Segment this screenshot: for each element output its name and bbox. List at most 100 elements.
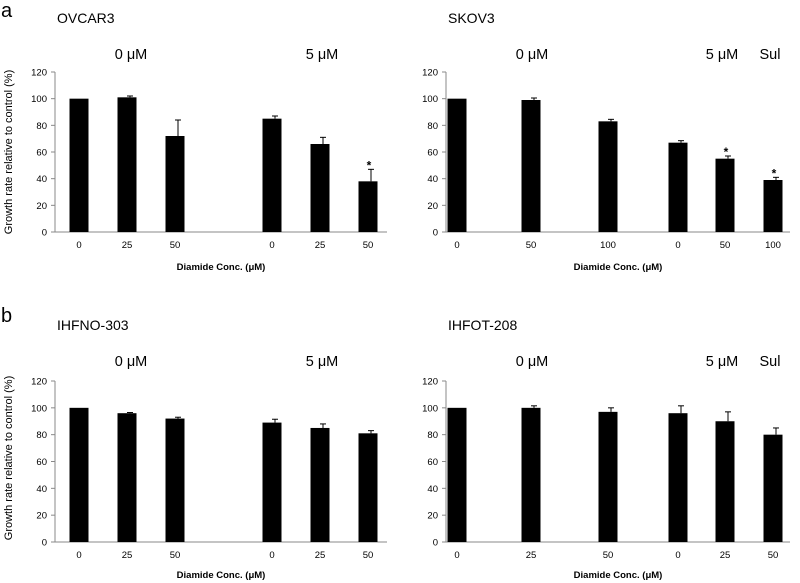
y-tick-label: 100: [31, 94, 47, 105]
bar: [165, 136, 185, 232]
group-label: 5 μM: [706, 47, 739, 63]
y-tick-label: 0: [433, 228, 438, 239]
group-label: 5 μM: [306, 47, 339, 63]
x-tick-label: 0: [454, 550, 459, 561]
significance-star: *: [724, 145, 729, 159]
y-tick-label: 0: [42, 228, 47, 239]
bar: [763, 434, 783, 542]
x-tick-label: 50: [363, 240, 374, 251]
x-axis-label: Diamide Conc. (μM): [574, 570, 663, 581]
panel-letter-b: b: [1, 305, 12, 327]
y-tick-label: 80: [36, 430, 47, 441]
chart-ihfno-303: IHFNO-303 0 μM 5 μM 0 20 40 60 80 100 120 0 25 50 0 25…: [31, 317, 387, 581]
y-axis-label-b: Growth rate relative to control (%): [3, 376, 15, 540]
bar: [715, 421, 735, 542]
y-tick-label: 40: [427, 174, 438, 185]
y-tick-label: 60: [427, 148, 438, 159]
y-tick-label: 120: [31, 377, 47, 388]
x-tick-label: 100: [765, 240, 781, 251]
y-tick-label: 60: [36, 457, 47, 468]
bar: [447, 407, 467, 542]
group-label: 0 μM: [516, 47, 549, 63]
x-tick-label: 50: [170, 550, 181, 561]
y-tick-label: 100: [31, 403, 47, 414]
chart-title: OVCAR3: [57, 10, 115, 26]
significance-star: *: [367, 158, 372, 172]
x-axis-label: Diamide Conc. (μM): [574, 262, 663, 273]
y-tick-label: 80: [36, 121, 47, 132]
bar: [262, 118, 282, 232]
group-label: Sul: [760, 47, 781, 63]
x-tick-label: 0: [269, 550, 274, 561]
y-tick-label: 40: [36, 174, 47, 185]
y-tick-label: 60: [427, 457, 438, 468]
x-tick-label: 0: [269, 240, 274, 251]
x-tick-label: 50: [526, 240, 537, 251]
x-tick-label: 25: [122, 240, 133, 251]
bar: [358, 181, 378, 232]
y-tick-label: 100: [422, 403, 438, 414]
chart-ovcar3: OVCAR3 0 μM 5 μM 0 20 40 60 80 100 120 0 25 50 0 25 * 50…: [31, 10, 387, 273]
y-tick-label: 120: [422, 377, 438, 388]
y-tick-label: 100: [422, 94, 438, 105]
x-tick-label: 100: [600, 240, 616, 251]
bar: [521, 407, 541, 542]
bar: [69, 407, 89, 542]
y-tick-label: 80: [427, 121, 438, 132]
significance-star: *: [772, 166, 777, 180]
y-axis-label-a: Growth rate relative to control (%): [3, 70, 15, 234]
bar: [715, 158, 735, 232]
x-tick-label: 50: [363, 550, 374, 561]
group-label: Sul: [760, 354, 781, 370]
y-tick-label: 0: [42, 538, 47, 549]
y-tick-label: 60: [36, 148, 47, 159]
x-tick-label: 0: [454, 240, 459, 251]
x-tick-label: 25: [720, 550, 731, 561]
bar: [262, 422, 282, 542]
panel-letter-a: a: [1, 0, 13, 22]
bar: [69, 98, 89, 233]
bar: [165, 418, 185, 542]
x-tick-label: 50: [603, 550, 614, 561]
group-label: 5 μM: [306, 354, 339, 370]
bar: [117, 97, 137, 232]
bar: [521, 100, 541, 232]
chart-skov3: SKOV3 0 μM 5 μM Sul 0 20 40 60 80 100 120 0 50 100 0 * 5…: [422, 10, 790, 273]
bar: [668, 413, 688, 542]
y-tick-label: 80: [427, 430, 438, 441]
chart-ihfot-208: IHFOT-208 0 μM 5 μM Sul 0 20 40 60 80 100 120 0 25 50…: [422, 317, 790, 581]
bar: [763, 180, 783, 232]
bar: [598, 411, 618, 542]
x-axis-label: Diamide Conc. (μM): [177, 262, 266, 273]
x-tick-label: 50: [720, 240, 731, 251]
y-tick-label: 40: [427, 484, 438, 495]
x-tick-label: 0: [675, 240, 680, 251]
bar: [668, 142, 688, 232]
chart-title: IHFNO-303: [57, 317, 129, 333]
x-tick-label: 50: [170, 240, 181, 251]
y-tick-label: 20: [427, 201, 438, 212]
bar: [310, 427, 330, 542]
x-tick-label: 25: [315, 240, 326, 251]
x-axis-label: Diamide Conc. (μM): [177, 570, 266, 581]
bar: [358, 433, 378, 542]
y-tick-label: 20: [36, 201, 47, 212]
y-tick-label: 0: [433, 538, 438, 549]
x-tick-label: 50: [768, 550, 779, 561]
bar: [310, 144, 330, 232]
bar: [598, 121, 618, 232]
y-tick-label: 40: [36, 484, 47, 495]
x-tick-label: 0: [76, 240, 81, 251]
chart-title: SKOV3: [448, 10, 495, 26]
y-tick-label: 120: [422, 68, 438, 79]
group-label: 0 μM: [516, 354, 549, 370]
bar: [447, 98, 467, 233]
x-tick-label: 0: [76, 550, 81, 561]
group-label: 5 μM: [706, 354, 739, 370]
bar: [117, 413, 137, 542]
y-tick-label: 20: [427, 511, 438, 522]
x-tick-label: 0: [675, 550, 680, 561]
x-tick-label: 25: [315, 550, 326, 561]
group-label: 0 μM: [115, 354, 148, 370]
